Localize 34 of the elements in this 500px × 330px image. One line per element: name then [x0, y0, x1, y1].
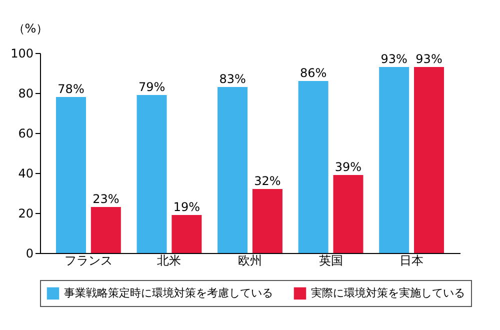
bar: [136, 95, 167, 253]
y-tick-label: 100: [10, 46, 34, 60]
bar: [252, 189, 282, 253]
y-tick-label: 20: [18, 206, 34, 220]
x-tick-label: 欧州: [238, 254, 262, 268]
bar: [218, 87, 248, 253]
bar: [56, 97, 86, 253]
data-label: 93%: [380, 52, 408, 66]
data-label: 39%: [334, 160, 362, 174]
x-tick-label: 日本: [400, 254, 424, 268]
data-label: 19%: [173, 200, 200, 214]
bar: [379, 67, 410, 253]
data-label: 83%: [219, 72, 246, 86]
data-label: 78%: [58, 82, 84, 96]
bar: [172, 215, 202, 253]
y-tick-label: 60: [18, 126, 34, 140]
data-label: 86%: [300, 66, 327, 80]
data-label: 79%: [138, 80, 166, 94]
bar: [414, 67, 444, 253]
x-tick-label: 英国: [318, 254, 343, 268]
data-label: 23%: [92, 192, 120, 206]
y-tick-label: 40: [18, 166, 34, 180]
legend-label: 事業戦略策定時に環境対策を考慮している: [64, 286, 273, 300]
bar: [298, 81, 328, 253]
x-tick-label: 北米: [157, 254, 182, 268]
bar: [333, 175, 364, 253]
bar: [90, 207, 121, 253]
data-label: 32%: [254, 174, 281, 188]
x-tick-label: フランス: [64, 254, 112, 268]
y-tick-label: 0: [26, 246, 34, 260]
legend-label: 実際に環境対策を実施している: [311, 286, 465, 300]
data-label: 93%: [416, 52, 442, 66]
y-axis-title: （%）: [12, 22, 48, 36]
y-tick-label: 80: [18, 86, 34, 100]
